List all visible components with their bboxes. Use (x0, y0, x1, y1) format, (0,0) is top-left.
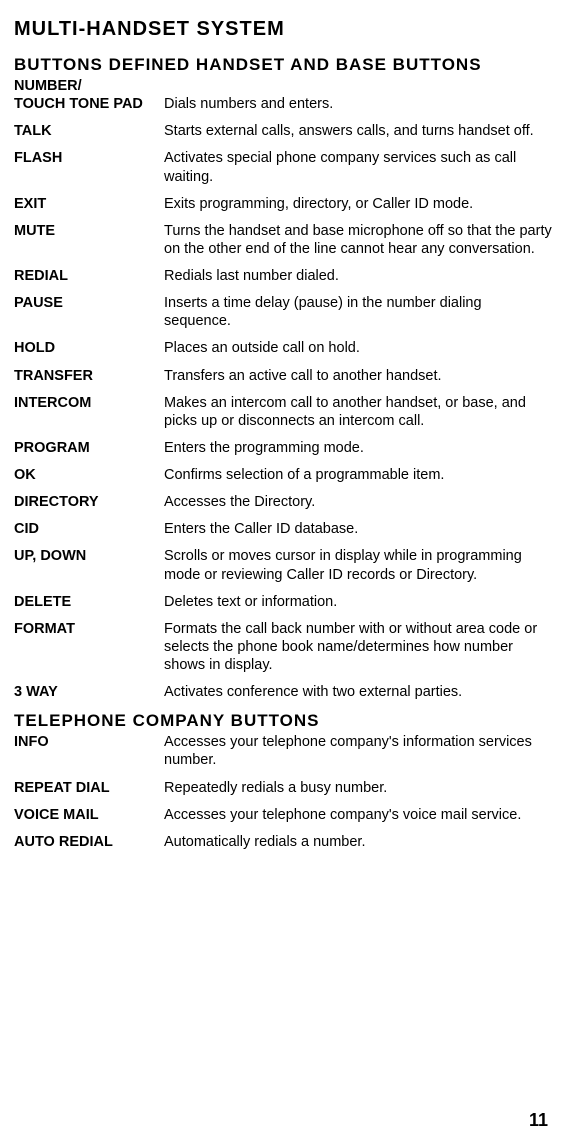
definition-row: REPEAT DIALRepeatedly redials a busy num… (14, 779, 552, 797)
definition-label: NUMBER/ TOUCH TONE PAD (14, 77, 164, 113)
definition-row: HOLDPlaces an outside call on hold. (14, 339, 552, 357)
definition-desc: Exits programming, directory, or Caller … (164, 195, 552, 213)
definition-label: DELETE (14, 593, 164, 611)
definition-row: INTERCOMMakes an intercom call to anothe… (14, 394, 552, 430)
definition-row: TALKStarts external calls, answers calls… (14, 122, 552, 140)
definition-desc: Repeatedly redials a busy number. (164, 779, 552, 797)
page-number: 11 (529, 1110, 548, 1131)
definition-label: TALK (14, 122, 164, 140)
definition-desc: Enters the programming mode. (164, 439, 552, 457)
definition-label: AUTO REDIAL (14, 833, 164, 851)
section1-title: BUTTONS DEFINED HANDSET AND BASE BUTTONS (14, 55, 552, 75)
definition-label: TRANSFER (14, 367, 164, 385)
definition-desc: Redials last number dialed. (164, 267, 552, 285)
definition-desc: Places an outside call on hold. (164, 339, 552, 357)
definition-row: DIRECTORYAccesses the Directory. (14, 493, 552, 511)
definition-row: MUTETurns the handset and base microphon… (14, 222, 552, 258)
definition-row: REDIALRedials last number dialed. (14, 267, 552, 285)
definition-row: TRANSFERTransfers an active call to anot… (14, 367, 552, 385)
definition-row: DELETEDeletes text or information. (14, 593, 552, 611)
definition-desc: Scrolls or moves cursor in display while… (164, 547, 552, 583)
definition-label: HOLD (14, 339, 164, 357)
definition-label: FORMAT (14, 620, 164, 638)
section1-rows: NUMBER/ TOUCH TONE PADDials numbers and … (14, 77, 552, 701)
definition-row: PAUSEInserts a time delay (pause) in the… (14, 294, 552, 330)
definition-row: NUMBER/ TOUCH TONE PADDials numbers and … (14, 77, 552, 113)
definition-label: REDIAL (14, 267, 164, 285)
definition-label: DIRECTORY (14, 493, 164, 511)
definition-desc: Turns the handset and base microphone of… (164, 222, 552, 258)
definition-desc: Inserts a time delay (pause) in the numb… (164, 294, 552, 330)
definition-desc: Formats the call back number with or wit… (164, 620, 552, 674)
definition-label: EXIT (14, 195, 164, 213)
definition-label: INTERCOM (14, 394, 164, 412)
definition-desc: Activates special phone company services… (164, 149, 552, 185)
definition-row: EXITExits programming, directory, or Cal… (14, 195, 552, 213)
definition-label: 3 WAY (14, 683, 164, 701)
definition-desc: Accesses your telephone company's inform… (164, 733, 552, 769)
definition-desc: Makes an intercom call to another handse… (164, 394, 552, 430)
definition-row: 3 WAYActivates conference with two exter… (14, 683, 552, 701)
definition-label: INFO (14, 733, 164, 751)
definition-row: CIDEnters the Caller ID database. (14, 520, 552, 538)
definition-desc: Deletes text or information. (164, 593, 552, 611)
definition-row: INFOAccesses your telephone company's in… (14, 733, 552, 769)
definition-desc: Accesses the Directory. (164, 493, 552, 511)
definition-label: MUTE (14, 222, 164, 240)
definition-row: PROGRAMEnters the programming mode. (14, 439, 552, 457)
definition-label: FLASH (14, 149, 164, 167)
definition-label: OK (14, 466, 164, 484)
definition-row: UP, DOWNScrolls or moves cursor in displ… (14, 547, 552, 583)
definition-label: VOICE MAIL (14, 806, 164, 824)
definition-desc: Confirms selection of a programmable ite… (164, 466, 552, 484)
definition-desc: Enters the Caller ID database. (164, 520, 552, 538)
section2-rows: INFOAccesses your telephone company's in… (14, 733, 552, 851)
definition-desc: Accesses your telephone company's voice … (164, 806, 552, 824)
definition-desc: Automatically redials a number. (164, 833, 552, 851)
definition-row: VOICE MAILAccesses your telephone compan… (14, 806, 552, 824)
definition-desc: Starts external calls, answers calls, an… (164, 122, 552, 140)
definition-label: PROGRAM (14, 439, 164, 457)
page-title: MULTI-HANDSET SYSTEM (14, 18, 552, 41)
definition-label: CID (14, 520, 164, 538)
definition-row: FLASHActivates special phone company ser… (14, 149, 552, 185)
definition-row: OKConfirms selection of a programmable i… (14, 466, 552, 484)
definition-desc: Dials numbers and enters. (164, 95, 552, 113)
definition-label: PAUSE (14, 294, 164, 312)
definition-label: REPEAT DIAL (14, 779, 164, 797)
definition-row: FORMATFormats the call back number with … (14, 620, 552, 674)
definition-row: AUTO REDIALAutomatically redials a numbe… (14, 833, 552, 851)
definition-desc: Activates conference with two external p… (164, 683, 552, 701)
definition-desc: Transfers an active call to another hand… (164, 367, 552, 385)
definition-label: UP, DOWN (14, 547, 164, 565)
section2-title: TELEPHONE COMPANY BUTTONS (14, 711, 552, 731)
